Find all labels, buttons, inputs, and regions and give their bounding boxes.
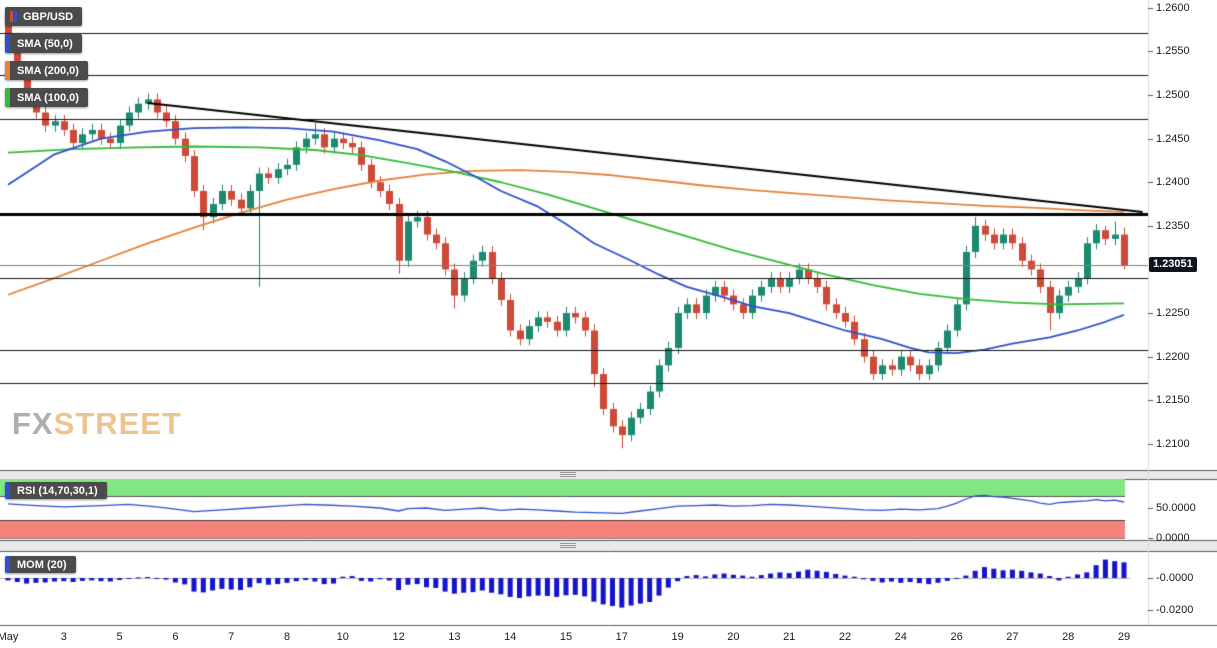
axis-tick-label: 1.2500: [1156, 89, 1190, 102]
axis-tick-label: 1.2400: [1156, 176, 1190, 189]
watermark-fx: FX: [12, 406, 54, 441]
current-price-badge: 1.23051: [1149, 257, 1197, 272]
panel-splitter-grip[interactable]: [560, 543, 576, 548]
momentum-panel[interactable]: MOM (20): [0, 551, 1148, 625]
time-tick-label: 21: [783, 631, 796, 643]
fxstreet-watermark: FXSTREET: [12, 406, 182, 442]
time-tick-label: 15: [559, 631, 573, 643]
axis-tick-label: -0.0000: [1156, 572, 1194, 584]
time-tick-label: 20: [727, 631, 740, 643]
time-tick-label: 8: [283, 631, 291, 643]
axis-tick-label: 1.2250: [1156, 307, 1190, 320]
time-tick-label: May: [0, 631, 19, 643]
mom-legend-label: MOM (20): [17, 558, 67, 571]
axis-tick-label: 1.2450: [1156, 132, 1190, 145]
rsi-color-strip: [5, 482, 10, 499]
time-axis[interactable]: May 3 5 6 7 8 10 12 13 14 15 17 19 20 21 22 24 26 27 28 29: [0, 625, 1217, 648]
watermark-street: STREET: [53, 406, 182, 441]
sma200-color-strip: [5, 61, 10, 80]
sma100-legend: SMA (100,0): [5, 88, 88, 107]
main-price-panel[interactable]: GBP/USD SMA (50,0) SMA (200,0) SMA (100,…: [0, 0, 1148, 470]
time-tick-label: 5: [116, 631, 123, 643]
time-tick-label: 6: [172, 631, 179, 643]
axis-tick-label: 0.0000: [1156, 532, 1190, 544]
sma50-legend: SMA (50,0): [5, 34, 82, 53]
axis-tick-label: 1.2150: [1156, 394, 1190, 407]
time-tick-label: 19: [671, 631, 684, 643]
sma200-legend-label: SMA (200,0): [17, 64, 79, 77]
time-tick-label: 27: [1006, 631, 1019, 643]
time-tick-label: 3: [60, 631, 67, 643]
price-axis[interactable]: 1.23051 1.2600 1.2550 1.2500 1.2450 1.2400 1.…: [1148, 0, 1217, 625]
time-tick-label: 22: [838, 631, 852, 643]
time-tick-label: 13: [448, 631, 461, 643]
time-tick-label: 12: [392, 631, 405, 643]
time-tick-label: 14: [504, 631, 517, 643]
axis-tick-label: -0.0200: [1156, 604, 1194, 616]
time-tick-label: 7: [228, 631, 235, 643]
time-tick-label: 26: [950, 631, 963, 643]
axis-tick-label: 1.2550: [1156, 45, 1190, 58]
symbol-legend: GBP/USD: [5, 7, 83, 26]
sma200-legend: SMA (200,0): [5, 61, 88, 80]
sma100-legend-label: SMA (100,0): [17, 91, 79, 104]
time-tick-label: 29: [1117, 631, 1131, 643]
time-tick-label: 17: [615, 631, 628, 643]
panel-splitter-grip[interactable]: [560, 472, 576, 477]
axis-tick-label: 1.2100: [1156, 437, 1190, 450]
mom-color-strip: [5, 556, 10, 573]
time-tick-label: 28: [1062, 631, 1075, 643]
mom-legend: MOM (20): [5, 556, 76, 573]
axis-tick-label: 1.2200: [1156, 350, 1190, 363]
time-tick-label: 24: [894, 631, 907, 643]
axis-tick-label: 50.0000: [1156, 502, 1196, 514]
rsi-legend: RSI (14,70,30,1): [5, 482, 107, 499]
sma100-color-strip: [5, 88, 10, 107]
axis-tick-label: 1.2350: [1156, 219, 1190, 232]
time-tick-label: 10: [336, 631, 349, 643]
rsi-legend-label: RSI (14,70,30,1): [17, 484, 98, 497]
sma50-color-strip: [5, 34, 10, 53]
rsi-panel[interactable]: RSI (14,70,30,1): [0, 479, 1148, 540]
sma50-legend-label: SMA (50,0): [17, 37, 73, 50]
symbol-legend-label: GBP/USD: [23, 10, 74, 23]
candlestick-icon: [10, 11, 17, 22]
axis-tick-label: 1.2600: [1156, 1, 1190, 14]
